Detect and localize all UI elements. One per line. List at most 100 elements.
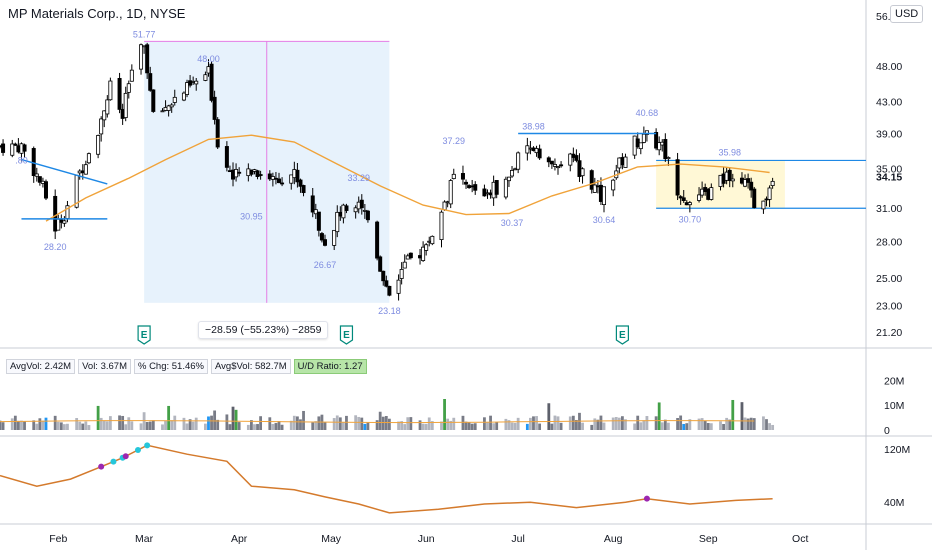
- volume-bar: [23, 421, 26, 430]
- candle-body: [537, 148, 542, 159]
- volume-bar: [41, 420, 45, 430]
- candle-body: [568, 153, 573, 166]
- candle-body: [108, 80, 113, 101]
- candle-body: [442, 201, 447, 211]
- volume-bar: [768, 423, 771, 430]
- volume-bar: [507, 420, 511, 430]
- earnings-marker-shape[interactable]: [339, 325, 354, 345]
- volume-bar: [525, 423, 529, 430]
- candle-body: [473, 184, 478, 191]
- candle-body: [387, 285, 392, 296]
- volume-bar: [323, 422, 327, 430]
- volume-bar: [593, 418, 597, 430]
- volume-bar: [663, 419, 667, 430]
- month-tick-label: Aug: [604, 533, 623, 545]
- candle-body: [424, 244, 429, 251]
- candle-body: [105, 99, 110, 115]
- candle-body: [546, 157, 551, 163]
- volume-bar: [510, 422, 514, 430]
- price-annotation: 30.64: [593, 215, 616, 225]
- volume-bar: [602, 422, 606, 430]
- candle-body: [460, 173, 465, 180]
- candle-body: [687, 202, 692, 206]
- candle-body: [203, 74, 208, 81]
- volume-bar: [495, 422, 499, 430]
- volume-bar: [575, 419, 578, 430]
- volume-bar: [762, 416, 765, 430]
- volume-bar: [660, 422, 664, 430]
- volume-bar: [35, 423, 39, 430]
- candle-body: [322, 239, 327, 246]
- volume-bar: [620, 416, 624, 430]
- candle-body: [482, 188, 487, 197]
- candle-body: [494, 180, 499, 195]
- volume-bar: [375, 420, 379, 430]
- candle-body: [117, 78, 122, 110]
- candle-body: [666, 157, 671, 160]
- candle-body: [22, 144, 27, 152]
- volume-bar: [231, 406, 235, 430]
- volume-bar: [289, 420, 293, 430]
- candle-body: [332, 229, 337, 246]
- volume-bar: [121, 415, 125, 430]
- volume-bar: [118, 415, 121, 430]
- candle-body: [123, 92, 128, 118]
- volume-bar: [277, 421, 281, 430]
- candle-body: [556, 166, 561, 169]
- volume-bar: [706, 423, 710, 430]
- candle-body: [62, 220, 67, 224]
- price-annotation: 51.77: [133, 29, 156, 39]
- price-annotation: 37.29: [443, 136, 466, 146]
- earnings-marker-shape[interactable]: [137, 325, 151, 345]
- volume-bar: [167, 405, 171, 430]
- volume-bar: [765, 419, 768, 430]
- volume-bar: [489, 415, 492, 430]
- price-annotation: 35.98: [718, 148, 741, 158]
- volume-bar: [210, 415, 213, 430]
- candle-body: [295, 169, 300, 183]
- volume-bar: [461, 415, 465, 430]
- candle-body: [359, 199, 364, 209]
- volume-bar: [59, 422, 63, 430]
- candle-body: [752, 188, 757, 208]
- volume-bar: [87, 425, 91, 430]
- candle-body: [277, 178, 282, 184]
- candle-body: [53, 195, 58, 232]
- candle-body: [99, 118, 104, 135]
- volume-bar: [703, 420, 707, 430]
- volume-bar: [581, 422, 584, 430]
- relative-strength-marker: [643, 495, 650, 502]
- volume-bar: [483, 417, 486, 430]
- volume-bar: [516, 417, 520, 430]
- candle-body: [552, 163, 557, 167]
- volume-bar: [430, 421, 434, 430]
- candle-body: [623, 156, 628, 168]
- volume-bar: [486, 422, 489, 430]
- volume-bar: [654, 416, 658, 430]
- volume-bar: [728, 419, 732, 430]
- price-tick-label: 28.00: [876, 236, 902, 248]
- volume-bar: [682, 423, 686, 430]
- volume-bar: [84, 421, 88, 430]
- candle-body: [697, 194, 702, 201]
- volume-bar: [170, 420, 174, 430]
- volume-bar: [182, 417, 186, 430]
- earnings-marker-shape[interactable]: [615, 325, 629, 345]
- volume-bar: [378, 411, 382, 430]
- volume-bar: [296, 416, 299, 430]
- volume-bar: [440, 421, 443, 430]
- candle-body: [148, 73, 153, 91]
- candle-body: [675, 159, 680, 196]
- volume-bar: [590, 424, 594, 430]
- currency-button[interactable]: USD: [890, 5, 924, 23]
- volume-bar: [657, 402, 661, 430]
- price-annotation: 48.00: [197, 54, 220, 64]
- volume-bar: [268, 417, 272, 430]
- volume-bar: [332, 418, 336, 430]
- volume-bar: [709, 423, 713, 430]
- volume-bar: [194, 417, 198, 430]
- earnings-marker: E: [339, 325, 354, 345]
- volume-bar: [161, 424, 164, 430]
- volume-bar: [78, 421, 82, 430]
